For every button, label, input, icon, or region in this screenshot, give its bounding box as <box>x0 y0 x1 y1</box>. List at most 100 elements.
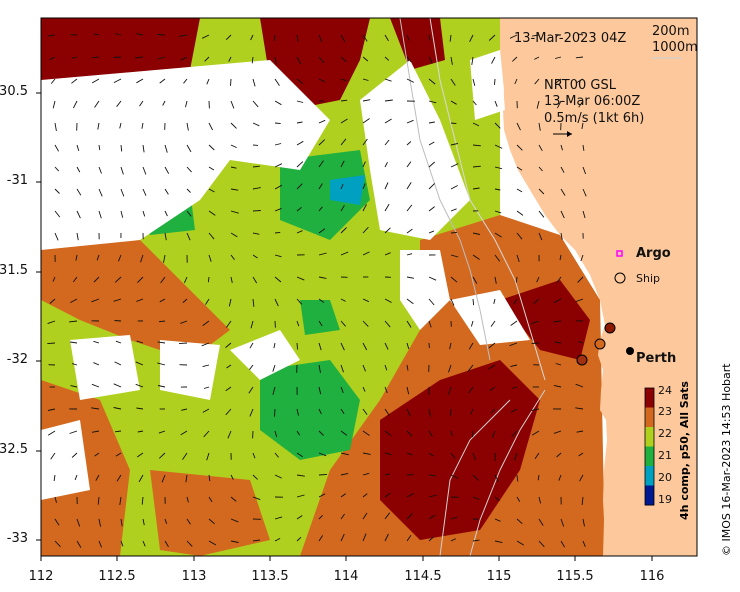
current-vector <box>538 496 542 504</box>
current-vector <box>472 496 480 500</box>
current-vector <box>115 33 122 36</box>
current-vector <box>47 34 56 37</box>
current-vector <box>114 320 122 322</box>
current-vector <box>362 56 369 62</box>
current-vector <box>274 56 277 65</box>
current-vector <box>180 320 188 324</box>
current-vector <box>179 34 188 37</box>
current-vector <box>47 408 56 411</box>
current-vector <box>206 78 210 85</box>
current-vector <box>470 320 474 327</box>
current-vector <box>159 78 166 84</box>
current-vector <box>494 518 501 522</box>
y-tick-label: -32 <box>6 352 28 367</box>
x-tick-label: 112.5 <box>98 569 136 584</box>
x-tick-label: 114.5 <box>404 569 442 584</box>
current-vector <box>362 99 371 102</box>
current-vector <box>472 539 480 542</box>
sst-patch <box>500 280 590 360</box>
y-tick-label: -31.5 <box>0 263 28 278</box>
current-vector <box>249 408 254 417</box>
current-vector <box>296 320 300 327</box>
ship-position <box>604 322 616 334</box>
current-vector <box>490 408 496 414</box>
current-vector <box>76 210 81 219</box>
current-vector <box>536 100 540 109</box>
current-vector <box>230 474 234 480</box>
current-vector <box>428 474 437 477</box>
current-vector <box>54 496 57 503</box>
current-vector <box>532 34 540 37</box>
current-vector <box>579 474 584 482</box>
current-vector <box>384 533 389 542</box>
current-vector <box>318 56 325 64</box>
current-vector <box>95 474 100 481</box>
current-vector <box>531 430 540 436</box>
current-vector <box>516 210 524 216</box>
current-vector <box>272 386 276 395</box>
current-vector <box>428 34 431 41</box>
current-vector <box>582 210 586 219</box>
current-vector <box>250 34 254 41</box>
current-vector <box>164 188 169 195</box>
current-vector <box>538 232 543 241</box>
current-vector <box>362 364 366 372</box>
current-vector <box>225 408 232 416</box>
current-vector <box>318 34 323 43</box>
sst-patch <box>390 18 445 70</box>
current-vector <box>450 538 457 542</box>
current-vector <box>516 540 525 546</box>
current-vector <box>575 56 584 59</box>
current-vector <box>76 166 81 173</box>
contour-1000m-label: 1000m <box>652 40 698 55</box>
current-vector <box>141 496 144 505</box>
current-vector <box>230 210 239 214</box>
current-vector <box>554 56 562 59</box>
cloud-patch <box>400 250 450 330</box>
current-vector <box>252 474 258 480</box>
current-vector <box>318 183 323 190</box>
current-vector <box>296 206 302 212</box>
current-vector <box>384 34 389 42</box>
sst-patch <box>150 470 270 556</box>
current-vector <box>230 122 237 129</box>
current-vector <box>494 540 503 544</box>
current-vector <box>208 540 217 546</box>
current-vector <box>318 228 326 234</box>
current-vector <box>340 386 344 393</box>
current-vector <box>406 298 414 305</box>
current-vector <box>472 144 481 147</box>
current-vector <box>511 430 518 438</box>
current-vector <box>340 56 347 63</box>
current-vector <box>428 141 435 146</box>
current-vector <box>207 276 210 283</box>
current-vector <box>384 161 388 168</box>
current-vector <box>428 536 434 542</box>
current-vector <box>115 452 122 457</box>
current-vector <box>76 540 82 548</box>
current-vector <box>296 430 301 436</box>
current-vector <box>50 78 56 84</box>
current-vector <box>560 232 563 240</box>
current-vector <box>510 408 518 413</box>
current-vector <box>384 452 392 456</box>
current-source: NRT00 GSL <box>544 78 616 93</box>
current-vector <box>554 78 562 84</box>
current-vector <box>362 430 370 436</box>
current-vector <box>116 100 122 107</box>
current-vector <box>384 386 388 394</box>
current-vector <box>384 408 390 416</box>
current-vector <box>116 474 122 482</box>
current-vector <box>47 342 56 345</box>
current-vector <box>136 298 144 302</box>
current-vector <box>494 474 499 482</box>
current-vector <box>180 430 188 436</box>
current-vector <box>406 364 409 371</box>
current-vector <box>488 364 496 370</box>
current-vector <box>450 185 458 190</box>
current-vector <box>230 144 237 149</box>
colorbar-tick: 22 <box>658 427 672 440</box>
current-vector <box>384 182 389 190</box>
current-vector <box>514 78 518 85</box>
current-vector <box>340 342 345 351</box>
